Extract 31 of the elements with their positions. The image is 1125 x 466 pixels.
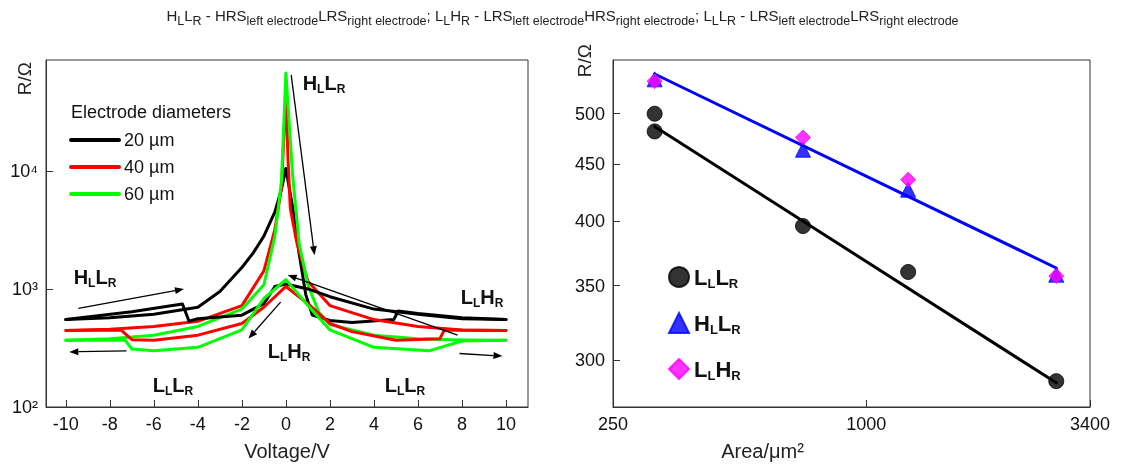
x-tick-label: 250 [597,414,629,434]
x-tick-label: -10 [52,414,79,434]
x-tick-label: 2 [324,414,335,434]
y-tick-label: 10² [11,397,39,417]
x-tick-label: 4 [368,414,379,434]
y-tick-label: 10³ [11,278,39,299]
x-tick-label: 10 [495,414,517,434]
chart-title: H$_{L}$L$_{R}$ - HRS$_{left electrode}$LRS$_{right electrode}$; L$_{L}$H$_{R}$ - LRS$_{left electrode}$HRS$_{right electrode}$; L$_{L}$L$_{R}$ - LRS$_{left electrode}$LRS$_{right electrode}$ [166,7,959,28]
x-tick-label: 6 [412,414,423,434]
y-tick-label: 500 [574,103,605,124]
x-axis-title: Area/μm² [721,440,805,462]
y-tick-label: 400 [574,211,605,232]
legend-label: 60 µm [124,184,175,204]
y-axis-title: R/Ω [573,44,595,78]
x-axis-title: Voltage/V [244,440,331,462]
legend-title: Electrode diameters [71,102,232,122]
legend-label: 40 µm [124,157,175,177]
y-tick-label: 10⁴ [10,160,38,181]
y-axis-title: R/Ω [13,62,35,96]
y-tick-label: 450 [574,154,605,175]
x-tick-label: -4 [189,414,206,434]
x-tick-label: -6 [145,414,162,434]
y-tick-label: 350 [574,275,605,296]
y-tick-label: 300 [574,349,605,370]
x-tick-label: 1000 [846,414,887,434]
x-tick-label: -2 [233,414,250,434]
x-tick-label: 3400 [1069,414,1111,434]
x-tick-label: 0 [280,414,291,434]
x-tick-label: -8 [101,414,118,434]
x-tick-label: 8 [456,414,467,434]
legend-label: 20 µm [124,130,175,150]
